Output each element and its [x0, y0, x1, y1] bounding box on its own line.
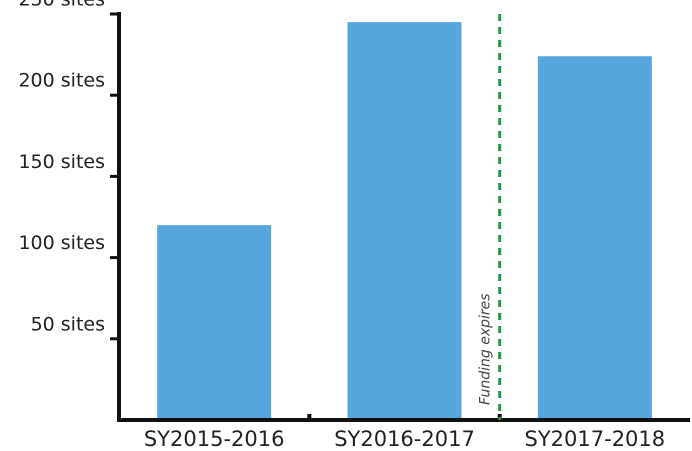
- annotation-text: Funding expires: [478, 293, 494, 405]
- x-tick-label: SY2017-2018: [525, 427, 666, 451]
- bar: [347, 22, 462, 421]
- y-tick-label: 50 sites: [31, 313, 105, 335]
- x-tick-label: SY2016-2017: [334, 427, 475, 451]
- y-tick-label: 150 sites: [18, 151, 105, 173]
- x-tick-label: SY2015-2016: [144, 427, 285, 451]
- y-tick-label: 250 sites: [18, 0, 105, 11]
- bar: [537, 56, 652, 420]
- y-tick-label: 200 sites: [18, 70, 105, 92]
- y-tick-label: 100 sites: [18, 232, 105, 254]
- bar: [157, 225, 272, 420]
